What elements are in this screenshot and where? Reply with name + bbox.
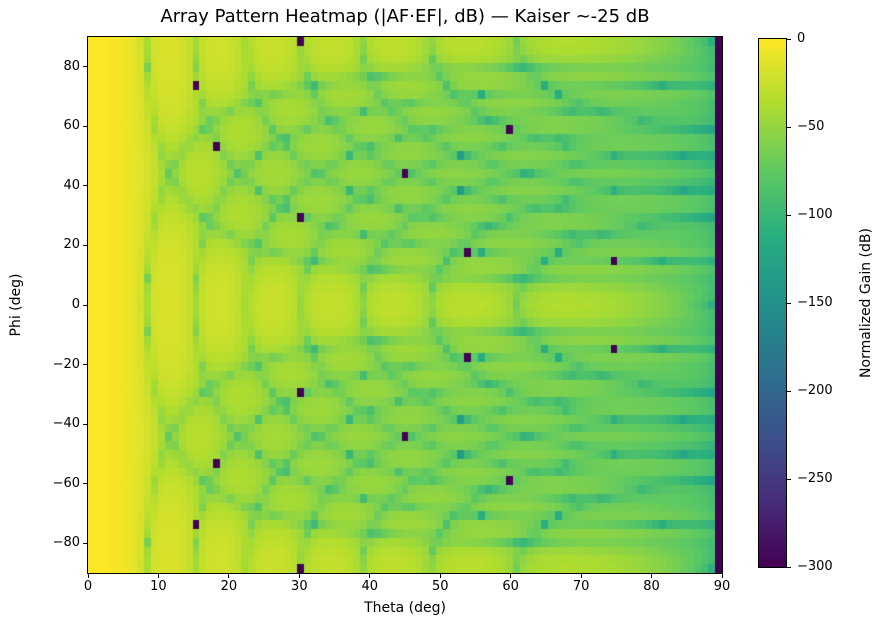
- colorbar-label: Normalized Gain (dB): [858, 228, 874, 378]
- y-tick-label: 0: [71, 297, 80, 312]
- heatmap-canvas: [88, 37, 722, 573]
- x-tick-label: 80: [643, 579, 660, 594]
- colorbar: [758, 38, 787, 568]
- y-tick-mark: [83, 364, 87, 366]
- x-tick-label: 0: [83, 579, 93, 594]
- y-tick-mark: [83, 483, 87, 485]
- y-tick-mark: [83, 542, 87, 544]
- plot-area: [87, 36, 723, 574]
- y-tick-label: −40: [52, 416, 80, 432]
- colorbar-tick-label: −250: [797, 471, 833, 486]
- y-tick-label: −80: [52, 535, 80, 551]
- colorbar-tick-mark: [787, 390, 791, 392]
- x-tick-label: 40: [361, 579, 379, 594]
- y-tick-mark: [83, 304, 87, 306]
- y-tick-label: −60: [52, 475, 80, 491]
- colorbar-tick-mark: [787, 566, 791, 568]
- chart-title: Array Pattern Heatmap (|AF·EF|, dB) — Ka…: [160, 6, 650, 27]
- colorbar-tick-label: 0: [797, 31, 806, 46]
- colorbar-tick-mark: [787, 302, 791, 304]
- x-tick-mark: [298, 574, 300, 578]
- x-tick-mark: [580, 574, 582, 578]
- y-tick-label: 40: [63, 177, 80, 193]
- x-tick-label: 50: [431, 579, 449, 594]
- x-tick-mark: [369, 574, 371, 578]
- x-tick-mark: [87, 574, 89, 578]
- colorbar-canvas: [759, 39, 786, 567]
- colorbar-tick-label: −300: [797, 559, 833, 574]
- x-tick-label: 10: [150, 579, 167, 594]
- y-tick-mark: [83, 423, 87, 425]
- x-tick-label: 70: [572, 579, 590, 594]
- x-tick-label: 60: [502, 579, 519, 594]
- colorbar-tick-mark: [787, 38, 791, 40]
- y-tick-label: −20: [52, 356, 80, 372]
- colorbar-tick-label: −100: [797, 207, 833, 222]
- colorbar-tick-label: −150: [797, 295, 833, 310]
- x-axis-label: Theta (deg): [364, 600, 446, 616]
- y-tick-label: 60: [63, 118, 80, 134]
- x-tick-label: 90: [713, 579, 731, 594]
- x-tick-mark: [157, 574, 159, 578]
- y-axis-label: Phi (deg): [8, 273, 24, 337]
- x-tick-mark: [721, 574, 723, 578]
- x-tick-mark: [651, 574, 653, 578]
- x-tick-label: 20: [220, 579, 238, 594]
- colorbar-tick-label: −50: [797, 119, 825, 134]
- x-tick-mark: [439, 574, 441, 578]
- y-tick-mark: [83, 125, 87, 127]
- y-tick-label: 20: [63, 237, 80, 253]
- colorbar-tick-label: −200: [797, 383, 833, 398]
- x-tick-mark: [510, 574, 512, 578]
- colorbar-tick-mark: [787, 214, 791, 216]
- y-tick-mark: [83, 66, 87, 68]
- x-tick-mark: [228, 574, 230, 578]
- colorbar-tick-mark: [787, 126, 791, 128]
- y-tick-mark: [83, 244, 87, 246]
- y-tick-mark: [83, 185, 87, 187]
- y-tick-label: 80: [63, 58, 80, 74]
- x-tick-label: 30: [291, 579, 308, 594]
- colorbar-tick-mark: [787, 478, 791, 480]
